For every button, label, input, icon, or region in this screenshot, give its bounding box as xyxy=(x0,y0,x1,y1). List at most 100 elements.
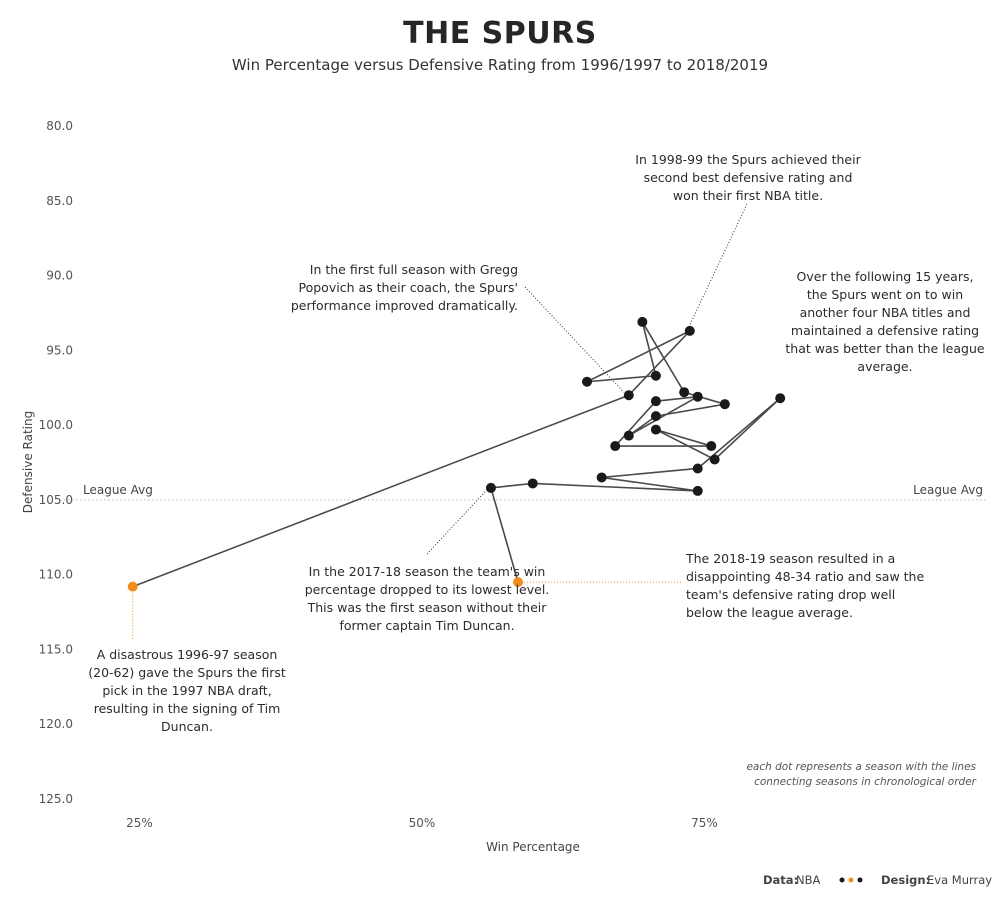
season-segment xyxy=(683,391,726,405)
season-segment xyxy=(586,374,656,383)
season-point xyxy=(610,441,621,452)
annotation-line: pick in the 1997 NBA draft, xyxy=(102,683,271,698)
y-axis-label: Defensive Rating xyxy=(21,411,35,513)
y-tick-label: 125.0 xyxy=(39,792,73,806)
annotation-leader xyxy=(689,203,748,326)
annotation-line: won their first NBA title. xyxy=(673,188,823,203)
y-tick-label: 90.0 xyxy=(46,269,73,283)
season-point-highlight xyxy=(513,577,524,588)
annotation-line: Over the following 15 years, xyxy=(797,269,974,284)
footer-design-value: Eva Murray xyxy=(927,873,992,887)
season-point xyxy=(719,399,730,410)
annotation-line: that was better than the league xyxy=(785,341,985,356)
season-segment xyxy=(655,395,698,402)
x-tick-label: 75% xyxy=(691,816,718,830)
annotation-line: In the first full season with Gregg xyxy=(310,262,518,277)
annotation-line: performance improved dramatically. xyxy=(291,298,518,313)
annotation-line: disappointing 48-34 ratio and saw the xyxy=(686,569,924,584)
annotation-line: former captain Tim Duncan. xyxy=(339,618,514,633)
y-tick-label: 120.0 xyxy=(39,717,73,731)
annotation-line: (20-62) gave the Spurs the first xyxy=(88,665,286,680)
annotation-line: In 1998-99 the Spurs achieved their xyxy=(635,152,861,167)
x-axis-label: Win Percentage xyxy=(486,840,580,854)
season-point xyxy=(775,393,786,404)
season-point xyxy=(623,430,634,441)
annotation-line: Popovich as their coach, the Spurs' xyxy=(299,280,519,295)
y-tick-label: 115.0 xyxy=(39,642,73,656)
season-point xyxy=(706,441,717,452)
season-point xyxy=(679,387,690,398)
season-segment xyxy=(601,467,698,479)
chart-title: THE SPURS xyxy=(403,16,597,51)
y-tick-label: 110.0 xyxy=(39,568,73,582)
y-axis-ticks: 80.0 85.0 90.0 95.0 100.0 105.0 110.0 115.0 120.… xyxy=(39,119,73,806)
league-average-label-right: League Avg xyxy=(913,483,983,497)
season-point xyxy=(527,478,538,489)
x-tick-label: 25% xyxy=(126,816,153,830)
season-segment xyxy=(655,428,712,447)
y-tick-label: 100.0 xyxy=(39,418,73,432)
season-point xyxy=(650,396,661,407)
season-point-highlight xyxy=(127,581,138,592)
season-point xyxy=(485,482,496,493)
annotation-line: the Spurs went on to win xyxy=(807,287,963,302)
season-point xyxy=(684,325,695,336)
footer-data-label: Data: xyxy=(763,873,798,887)
season-point xyxy=(692,391,703,402)
annotation-text: A disastrous 1996-97 season (20-62) gave … xyxy=(88,647,286,734)
y-tick-label: 80.0 xyxy=(46,119,73,133)
annotation-text: The 2018-19 season resulted in a disappoi… xyxy=(685,551,924,620)
season-segment xyxy=(490,482,533,489)
season-point xyxy=(692,463,703,474)
note-line: each dot represents a season with the li… xyxy=(746,761,976,773)
footer-dot-dark xyxy=(857,877,863,883)
annotation-leaders xyxy=(132,203,748,640)
annotation-leader xyxy=(524,286,625,393)
season-segment xyxy=(614,400,657,447)
season-segment xyxy=(655,428,716,461)
x-tick-label: 50% xyxy=(409,816,436,830)
footer-dot-orange xyxy=(848,877,854,883)
annotation-line: average. xyxy=(857,359,912,374)
season-segment xyxy=(601,476,698,492)
y-tick-label: 105.0 xyxy=(39,493,73,507)
annotation-line: below the league average. xyxy=(686,605,853,620)
season-point xyxy=(650,411,661,422)
x-axis-ticks: 25% 50% 75% xyxy=(126,816,718,830)
annotation-line: team's defensive rating drop well xyxy=(686,587,895,602)
annotation-line: another four NBA titles and xyxy=(800,305,971,320)
season-segment xyxy=(641,321,685,393)
season-point xyxy=(623,390,634,401)
season-connector-line xyxy=(132,321,781,588)
season-segment xyxy=(532,482,698,492)
season-segment xyxy=(132,394,630,588)
season-point xyxy=(650,424,661,435)
annotation-text: In the first full season with Gregg Popov… xyxy=(291,262,518,313)
annotation-text: Over the following 15 years, the Spurs we… xyxy=(785,269,985,374)
y-tick-label: 85.0 xyxy=(46,194,73,208)
season-segment xyxy=(490,487,519,583)
annotation-text: In the 2017-18 season the team's win perc… xyxy=(305,564,550,633)
annotations: In 1998-99 the Spurs achieved their secon… xyxy=(88,152,985,734)
footer-dot-dark xyxy=(839,877,845,883)
note-line: connecting seasons in chronological orde… xyxy=(754,776,977,788)
annotation-line: In the 2017-18 season the team's win xyxy=(309,564,546,579)
footer: Data: NBA Design: Eva Murray xyxy=(763,873,992,887)
chart-note: each dot represents a season with the li… xyxy=(746,761,976,788)
season-segment xyxy=(586,330,691,383)
season-point xyxy=(709,454,720,465)
annotation-line: Duncan. xyxy=(161,719,213,734)
season-point xyxy=(581,376,592,387)
annotation-line: A disastrous 1996-97 season xyxy=(97,647,278,662)
season-point xyxy=(637,316,648,327)
annotation-line: The 2018-19 season resulted in a xyxy=(685,551,895,566)
annotation-line: This was the first season without their xyxy=(307,600,548,615)
y-tick-label: 95.0 xyxy=(46,343,73,357)
annotation-line: maintained a defensive rating xyxy=(791,323,979,338)
season-point xyxy=(650,370,661,381)
chart-subtitle: Win Percentage versus Defensive Rating f… xyxy=(231,56,769,74)
footer-data-value: NBA xyxy=(796,873,820,887)
league-average-label-left: League Avg xyxy=(83,483,153,497)
season-segment xyxy=(628,395,699,437)
